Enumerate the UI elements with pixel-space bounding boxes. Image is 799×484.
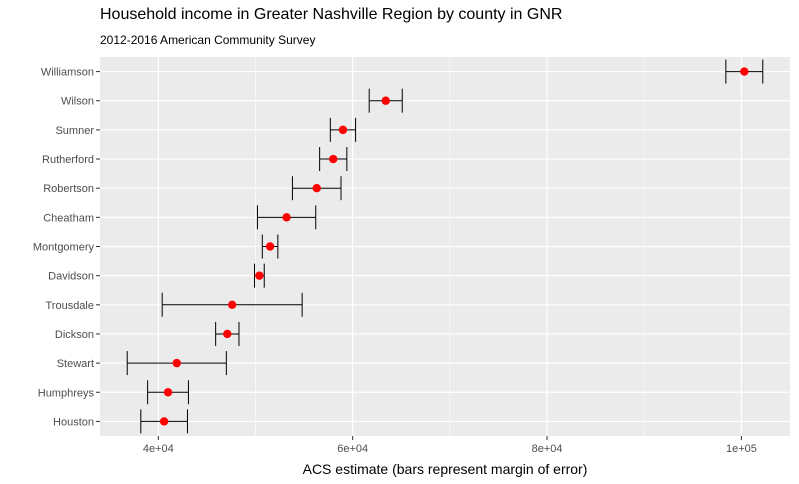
data-point — [223, 329, 232, 339]
y-tick-label: Robertson — [43, 183, 94, 195]
x-tick-label: 8e+04 — [532, 443, 563, 455]
y-tick-label: Wilson — [61, 96, 94, 108]
y-tick-label: Sumner — [55, 125, 94, 137]
grid-major — [100, 57, 790, 436]
data-point — [159, 417, 169, 426]
x-axis-label: ACS estimate (bars represent margin of e… — [303, 461, 588, 477]
data-point — [329, 154, 338, 164]
data-point — [740, 67, 749, 76]
data-point — [255, 271, 264, 280]
data-point — [381, 96, 390, 105]
y-tick-label: Williamson — [41, 67, 94, 79]
y-tick-label: Dickson — [55, 329, 94, 341]
data-point — [338, 125, 348, 135]
x-tick-label: 4e+04 — [143, 443, 174, 455]
data-point — [312, 183, 321, 193]
y-tick-label: Davidson — [48, 271, 94, 283]
points — [159, 67, 749, 426]
y-tick-label: Stewart — [57, 358, 94, 370]
data-point — [282, 213, 291, 222]
x-tick-label: 1e+05 — [726, 443, 757, 455]
x-axis-ticks: 4e+04 6e+04 8e+04 1e+05 — [143, 436, 757, 455]
data-point — [227, 300, 237, 310]
y-tick-label: Rutherford — [42, 154, 94, 166]
chart-subtitle: 2012-2016 American Community Survey — [100, 33, 316, 47]
y-tick-label: Houston — [53, 416, 94, 428]
x-tick-label: 6e+04 — [337, 443, 368, 455]
data-point — [265, 242, 275, 251]
chart-title: Household income in Greater Nashville Re… — [100, 6, 563, 23]
data-point — [163, 388, 173, 397]
y-tick-label: Trousdale — [45, 300, 94, 312]
y-tick-label: Cheatham — [43, 212, 94, 224]
y-tick-label: Humphreys — [38, 387, 95, 399]
data-point — [172, 358, 181, 368]
y-tick-label: Montgomery — [33, 242, 95, 254]
y-axis-ticks: Williamson Wilson Sumner Rutherford Robertso… — [33, 67, 100, 428]
